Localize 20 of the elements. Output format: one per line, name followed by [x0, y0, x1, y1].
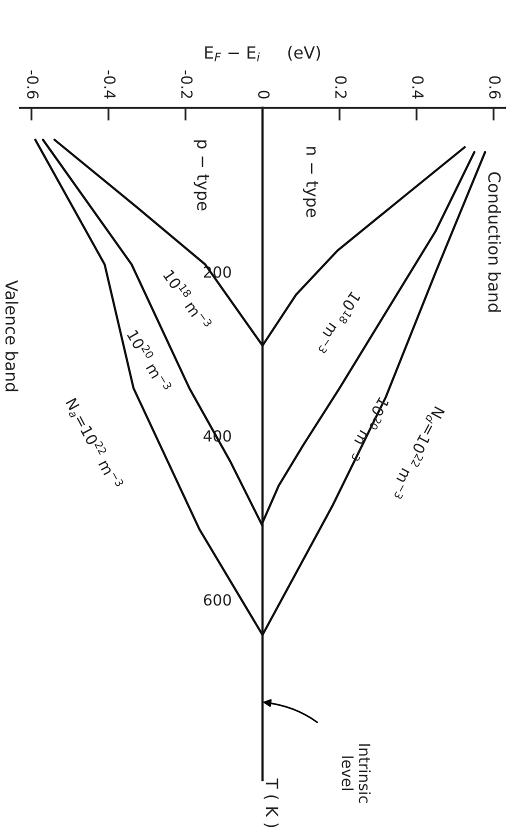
x-tick-label: -0.2 [181, 70, 193, 98]
y-axis-title: T ( K ) [264, 778, 279, 828]
annotation: n − type [302, 147, 318, 218]
annotation: 10$^{20}$ m$^{−3}$ [346, 396, 392, 462]
annotation: N$_{d}$=10$^{22}$ m$^{−3}$ [394, 406, 445, 500]
x-tick-label: -0.6 [27, 70, 39, 99]
x-tick-label: 0.4 [412, 76, 424, 99]
text: E$_{F}$ − E$_{i}$ (eV) [205, 46, 320, 62]
x-tick-label: 0.6 [489, 76, 501, 99]
y-tick-label: 600 [204, 594, 231, 606]
annotation: 10$^{18}$ m$^{−3}$ [313, 291, 363, 354]
annotation: N$_{a}$=10$^{22}$ m$^{−3}$ [63, 396, 124, 491]
annotation: 10$^{20}$ m$^{−3}$ [126, 328, 172, 394]
annotation: Intrinsic level [342, 744, 371, 803]
annotation: Conduction band [488, 172, 502, 312]
x-tick-label: -0.4 [104, 70, 116, 99]
x-tick-label: 0 [258, 90, 270, 98]
annotation: p − type [194, 140, 209, 210]
x-tick-label: 0.2 [335, 76, 347, 98]
text: Valence band [5, 280, 18, 392]
